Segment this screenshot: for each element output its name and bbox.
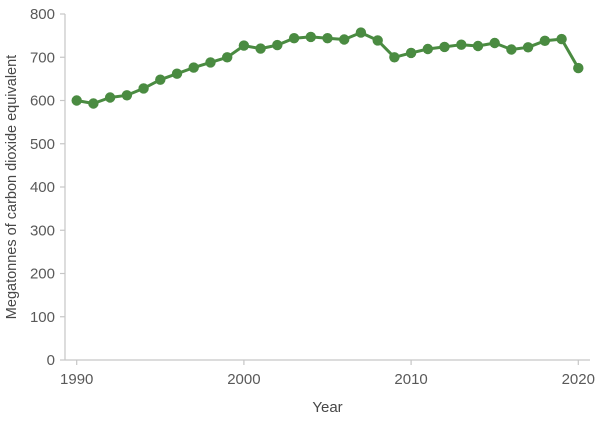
data-point <box>472 40 484 52</box>
data-point <box>155 74 166 85</box>
data-point <box>255 43 266 54</box>
data-point <box>556 33 567 45</box>
data-point <box>522 42 534 53</box>
data-point <box>439 41 450 53</box>
x-tick-label: 2000 <box>227 371 260 388</box>
y-tick-label: 200 <box>30 266 55 283</box>
data-point <box>322 33 333 44</box>
data-point <box>188 62 199 73</box>
data-point <box>506 44 517 55</box>
data-point <box>88 98 99 109</box>
data-point <box>138 83 149 94</box>
data-point <box>489 37 500 49</box>
data-point <box>355 27 367 38</box>
data-point <box>405 47 417 59</box>
y-tick-label: 0 <box>47 352 55 369</box>
x-axis-label: Year <box>312 399 342 416</box>
data-point <box>456 39 467 50</box>
y-tick-label: 300 <box>30 222 55 239</box>
data-point <box>539 35 551 46</box>
data-point <box>238 40 250 51</box>
data-point <box>305 31 316 43</box>
y-tick-label: 400 <box>30 179 55 196</box>
data-point <box>104 92 116 103</box>
y-tick-label: 700 <box>30 49 55 66</box>
data-point <box>573 62 584 74</box>
data-point <box>71 95 82 106</box>
x-tick-label: 1990 <box>60 371 93 388</box>
data-point <box>272 39 283 51</box>
y-tick-label: 100 <box>30 309 55 326</box>
data-point <box>422 43 433 55</box>
y-tick-label: 800 <box>30 6 55 23</box>
data-point <box>389 52 400 63</box>
data-point <box>205 57 216 68</box>
y-tick-label: 600 <box>30 93 55 110</box>
x-tick-label: 2010 <box>394 371 427 388</box>
data-point <box>171 68 183 79</box>
data-point <box>288 33 300 44</box>
y-axis-label: Megatonnes of carbon dioxide equivalent <box>4 55 20 319</box>
y-tick-label: 500 <box>30 136 55 153</box>
data-point <box>121 90 133 101</box>
x-tick-label: 2020 <box>562 371 595 388</box>
data-point <box>222 52 233 63</box>
data-point <box>372 35 383 46</box>
data-point <box>339 34 350 45</box>
